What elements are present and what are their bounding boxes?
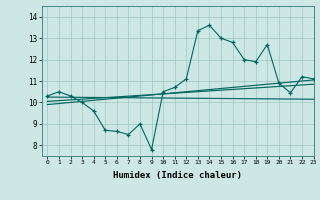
X-axis label: Humidex (Indice chaleur): Humidex (Indice chaleur): [113, 171, 242, 180]
